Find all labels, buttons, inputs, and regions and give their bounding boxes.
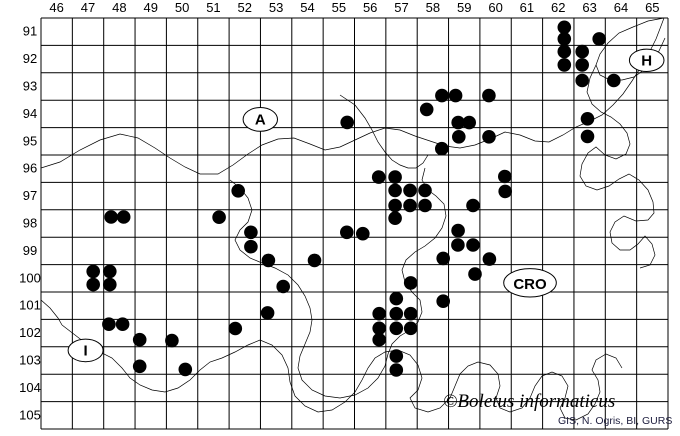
svg-text:91: 91: [23, 24, 37, 39]
svg-text:51: 51: [206, 0, 220, 15]
svg-text:48: 48: [112, 0, 126, 15]
svg-text:92: 92: [23, 51, 37, 66]
svg-text:57: 57: [394, 0, 408, 15]
svg-text:46: 46: [49, 0, 63, 15]
svg-text:GIS, N. Ogris, BI, GURS: GIS, N. Ogris, BI, GURS: [558, 415, 672, 427]
svg-text:©Boletus informaticus: ©Boletus informaticus: [443, 391, 615, 412]
svg-text:H: H: [641, 52, 652, 69]
svg-text:95: 95: [23, 133, 37, 148]
svg-text:53: 53: [269, 0, 283, 15]
svg-text:101: 101: [19, 298, 41, 313]
svg-text:CRO: CRO: [513, 276, 547, 293]
svg-text:47: 47: [81, 0, 95, 15]
svg-text:94: 94: [23, 106, 37, 121]
svg-text:59: 59: [457, 0, 471, 15]
svg-text:52: 52: [238, 0, 252, 15]
svg-text:50: 50: [175, 0, 189, 15]
svg-text:99: 99: [23, 243, 37, 258]
svg-text:54: 54: [300, 0, 314, 15]
svg-text:93: 93: [23, 79, 37, 94]
svg-text:I: I: [84, 342, 88, 359]
svg-text:64: 64: [614, 0, 628, 15]
svg-text:105: 105: [19, 407, 41, 422]
svg-text:96: 96: [23, 161, 37, 176]
svg-text:A: A: [255, 112, 266, 129]
svg-text:49: 49: [143, 0, 157, 15]
svg-text:102: 102: [19, 325, 41, 340]
svg-text:100: 100: [19, 270, 41, 285]
svg-text:62: 62: [551, 0, 565, 15]
svg-text:65: 65: [645, 0, 659, 15]
svg-text:60: 60: [488, 0, 502, 15]
svg-text:55: 55: [332, 0, 346, 15]
svg-text:58: 58: [426, 0, 440, 15]
svg-text:97: 97: [23, 188, 37, 203]
svg-text:56: 56: [363, 0, 377, 15]
svg-text:63: 63: [582, 0, 596, 15]
svg-text:98: 98: [23, 216, 37, 231]
svg-text:104: 104: [19, 380, 41, 395]
svg-text:61: 61: [520, 0, 534, 15]
svg-text:103: 103: [19, 353, 41, 368]
